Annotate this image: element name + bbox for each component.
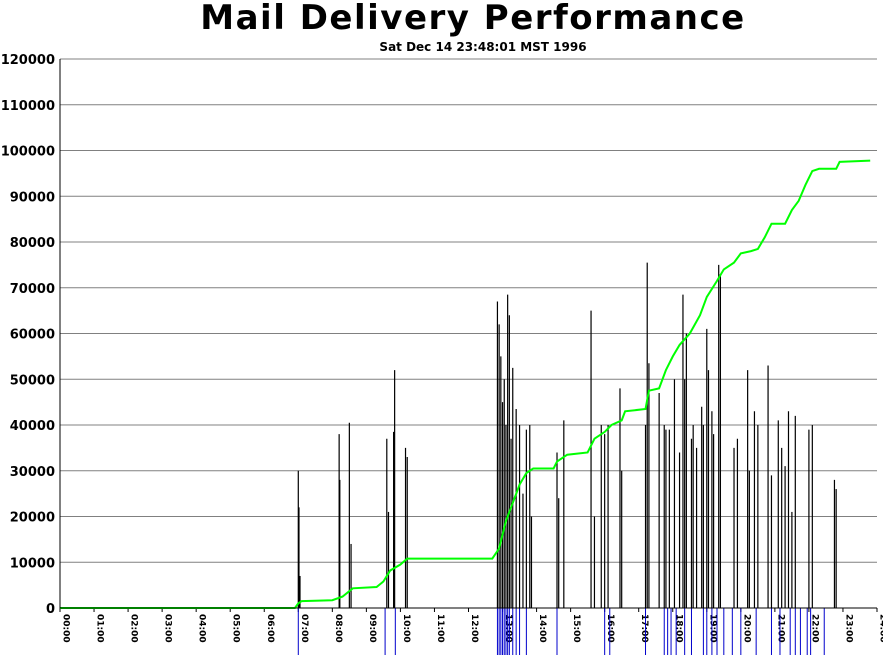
x-tick-label: 10:00 bbox=[401, 614, 411, 643]
x-tick-label: 06:00 bbox=[265, 614, 275, 643]
y-tick-label: 20000 bbox=[10, 511, 55, 526]
x-tick-label: 20:00 bbox=[741, 614, 751, 643]
y-tick-label: 0 bbox=[46, 602, 55, 617]
y-tick-label: 120000 bbox=[1, 53, 55, 68]
y-tick-label: 60000 bbox=[10, 328, 55, 343]
x-tick-label: 15:00 bbox=[571, 614, 581, 643]
x-tick-label: 18:00 bbox=[673, 614, 683, 643]
cumulative-line bbox=[60, 159, 871, 609]
blue-marker-lines bbox=[297, 608, 825, 655]
chart-subtitle: Sat Dec 14 23:48:01 MST 1996 bbox=[379, 40, 586, 54]
y-tick-label: 50000 bbox=[10, 373, 55, 388]
x-tick-label: 08:00 bbox=[333, 614, 343, 643]
x-tick-label: 00:00 bbox=[61, 614, 71, 643]
x-tick-label: 01:00 bbox=[95, 614, 105, 643]
x-tick-label: 14:00 bbox=[537, 614, 547, 643]
y-tick-label: 110000 bbox=[1, 99, 55, 114]
y-tick-labels: 0 10000 20000 30000 40000 50000 60000 70000 8000… bbox=[1, 53, 55, 617]
x-tick-label: 03:00 bbox=[163, 614, 173, 643]
x-tick-label: 24:00 bbox=[878, 614, 883, 643]
y-tick-label: 10000 bbox=[10, 556, 55, 571]
x-tick-label: 12:00 bbox=[469, 614, 479, 643]
y-tick-label: 30000 bbox=[10, 465, 55, 480]
x-tick-label: 02:00 bbox=[129, 614, 139, 643]
x-tick-label: 07:00 bbox=[299, 614, 309, 643]
x-tick-label: 05:00 bbox=[231, 614, 241, 643]
x-tick-label: 17:00 bbox=[639, 614, 649, 643]
y-tick-label: 70000 bbox=[10, 282, 55, 297]
grid-lines bbox=[60, 58, 877, 563]
x-tick-label: 09:00 bbox=[367, 614, 377, 643]
x-tick-label: 23:00 bbox=[843, 614, 853, 643]
x-tick-label: 04:00 bbox=[197, 614, 207, 643]
y-tick-label: 40000 bbox=[10, 419, 55, 434]
x-tick-label: 11:00 bbox=[435, 614, 445, 643]
x-tick-labels: 00:00 01:00 02:00 03:00 04:00 05:00 06:00 07:00… bbox=[61, 614, 883, 643]
chart-title: Mail Delivery Performance bbox=[200, 0, 745, 38]
spike-series bbox=[297, 262, 837, 608]
y-tick-label: 90000 bbox=[10, 190, 55, 205]
y-tick-label: 100000 bbox=[1, 145, 55, 160]
x-tick-label: 22:00 bbox=[809, 614, 819, 643]
y-tick-label: 80000 bbox=[10, 236, 55, 251]
cumulative-series bbox=[60, 159, 871, 609]
